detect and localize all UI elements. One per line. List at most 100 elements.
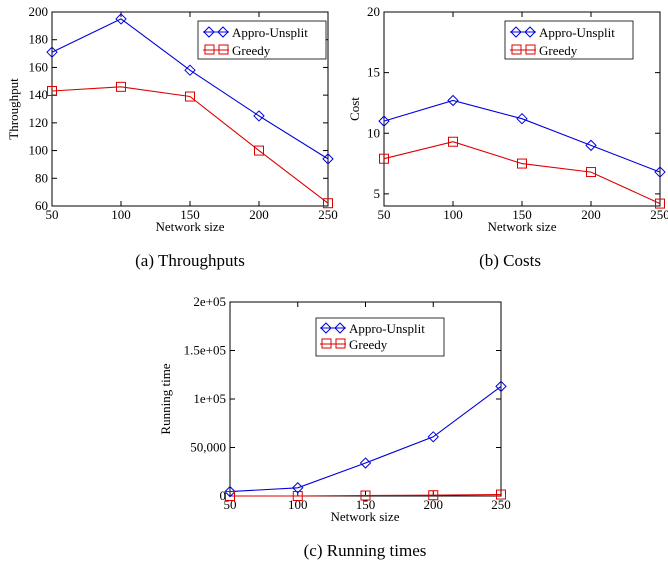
x-axis: 50 100 150 200 250	[46, 12, 338, 222]
data-point	[323, 198, 333, 209]
legend-entry-appro-unsplit: Appro-Unsplit	[203, 25, 308, 40]
x-axis-label: Network size	[488, 219, 557, 234]
data-point	[495, 380, 507, 393]
series-line-appro-unsplit	[383, 99, 661, 173]
y-tick-label: 180	[29, 32, 49, 47]
series-lines	[51, 18, 329, 204]
x-tick-label: 100	[111, 207, 131, 222]
chart-throughputs: 60 80 100 120 140 160 180 200 50 100 150 200 250 Ne…	[6, 4, 338, 270]
data-point	[322, 153, 334, 165]
legend-entry-greedy: Greedy	[203, 43, 271, 58]
series-line-appro-unsplit	[51, 18, 329, 160]
series-lines	[229, 385, 502, 497]
y-axis-label: Cost	[347, 97, 362, 121]
y-tick-label: 10	[367, 125, 380, 140]
series-markers	[378, 94, 666, 209]
y-tick-label: 15	[367, 65, 380, 80]
y-axis: 0 50,000 1e+05 1.5e+05 2e+05	[184, 294, 501, 503]
data-point	[496, 489, 506, 500]
y-tick-label: 100	[29, 143, 49, 158]
data-point	[379, 153, 389, 164]
x-tick-label: 150	[356, 497, 376, 512]
data-point	[253, 110, 265, 122]
data-point	[184, 64, 196, 76]
data-point	[655, 198, 665, 209]
y-tick-label: 1.5e+05	[184, 343, 226, 358]
legend: Appro-Unsplit Greedy	[504, 20, 634, 60]
caption: (c) Running times	[304, 541, 427, 560]
y-tick-label: 60	[35, 198, 48, 213]
y-tick-label: 160	[29, 59, 49, 74]
data-point	[46, 46, 58, 58]
data-point	[225, 491, 235, 501]
diamond-marker-icon	[510, 26, 536, 38]
diamond-marker-icon	[203, 26, 229, 38]
series-lines	[383, 99, 661, 205]
x-tick-label: 250	[650, 207, 668, 222]
y-tick-label: 0	[220, 488, 227, 503]
x-axis: 50 100 150 200 250	[378, 12, 668, 222]
y-tick-label: 20	[367, 4, 380, 19]
y-axis-label: Running time	[158, 363, 173, 434]
x-tick-label: 250	[491, 497, 511, 512]
legend: Appro-Unsplit Greedy	[197, 20, 327, 60]
x-axis: 50 100 150 200 250	[224, 302, 511, 512]
legend-entry-greedy: Greedy	[320, 337, 388, 352]
square-marker-icon	[204, 44, 229, 55]
data-point	[516, 112, 528, 125]
legend-label: Greedy	[232, 43, 271, 58]
data-point	[359, 457, 372, 469]
data-point	[654, 166, 666, 178]
data-point	[378, 115, 390, 127]
x-tick-label: 100	[288, 497, 308, 512]
y-tick-label: 50,000	[190, 440, 226, 455]
diamond-marker-icon	[320, 322, 346, 334]
legend-entry-appro-unsplit: Appro-Unsplit	[510, 25, 615, 40]
caption: (a) Throughputs	[135, 251, 245, 270]
data-point	[360, 490, 371, 501]
data-point	[116, 81, 126, 92]
x-tick-label: 200	[249, 207, 269, 222]
x-axis-label: Network size	[331, 509, 400, 524]
x-tick-label: 150	[512, 207, 532, 222]
series-line-greedy	[230, 493, 502, 497]
data-point	[427, 431, 439, 443]
x-tick-label: 100	[443, 207, 463, 222]
y-axis-label: Throughput	[6, 78, 21, 140]
data-point	[585, 139, 597, 152]
y-tick-label: 80	[35, 170, 48, 185]
x-tick-label: 150	[180, 207, 200, 222]
legend-label: Appro-Unsplit	[232, 25, 308, 40]
series-line-greedy	[383, 141, 661, 205]
data-point	[47, 85, 57, 96]
y-axis: 5 10 15 20	[367, 4, 660, 201]
y-tick-label: 2e+05	[193, 294, 226, 309]
y-tick-label: 5	[374, 186, 381, 201]
caption: (b) Costs	[479, 251, 541, 270]
y-tick-label: 200	[29, 4, 49, 19]
legend-box	[315, 317, 445, 357]
legend-entry-appro-unsplit: Appro-Unsplit	[320, 321, 425, 336]
data-point	[254, 145, 264, 156]
x-tick-label: 200	[424, 497, 444, 512]
legend-entry-greedy: Greedy	[510, 43, 578, 58]
data-point	[517, 158, 527, 169]
x-tick-label: 200	[581, 207, 601, 222]
data-point	[115, 13, 127, 25]
data-point	[224, 485, 236, 498]
legend-label: Greedy	[349, 337, 388, 352]
series-line-appro-unsplit	[229, 385, 502, 493]
data-point	[447, 94, 459, 107]
y-tick-label: 140	[29, 87, 49, 102]
data-point	[448, 136, 458, 147]
legend-label: Appro-Unsplit	[349, 321, 425, 336]
y-tick-label: 1e+05	[193, 391, 226, 406]
series-markers	[224, 380, 507, 501]
square-marker-icon	[511, 44, 536, 55]
y-axis: 60 80 100 120 140 160 180 200	[29, 4, 328, 213]
x-tick-label: 50	[46, 207, 59, 222]
y-tick-label: 120	[29, 115, 49, 130]
x-axis-label: Network size	[156, 219, 225, 234]
